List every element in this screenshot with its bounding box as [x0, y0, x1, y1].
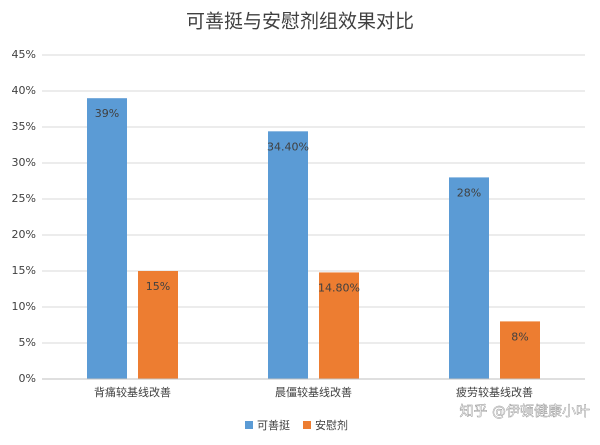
watermark: 知乎 @伊顿健康小叶: [460, 403, 590, 420]
x-tick-label: 疲劳较基线改善: [456, 385, 533, 399]
chart-title: 可善挺与安慰剂组效果对比: [186, 11, 414, 33]
legend-label: 可善挺: [257, 418, 290, 432]
bar: [319, 272, 359, 379]
y-tick-label: 10%: [12, 300, 36, 313]
legend-swatch: [245, 421, 253, 429]
x-tick-label: 背痛较基线改善: [94, 385, 171, 399]
y-tick-label: 25%: [12, 192, 36, 205]
value-label: 28%: [457, 186, 481, 199]
bar: [138, 271, 178, 379]
bar: [268, 131, 308, 379]
y-tick-label: 40%: [12, 84, 36, 97]
legend-swatch: [303, 421, 311, 429]
y-tick-label: 15%: [12, 264, 36, 277]
y-tick-label: 0%: [19, 372, 36, 385]
y-tick-label: 45%: [12, 48, 36, 61]
bar: [500, 321, 540, 379]
y-tick-label: 30%: [12, 156, 36, 169]
value-label: 14.80%: [318, 281, 360, 294]
value-label: 15%: [146, 280, 170, 293]
bar: [449, 177, 489, 379]
y-tick-label: 5%: [19, 336, 36, 349]
bar: [87, 98, 127, 379]
y-tick-label: 35%: [12, 120, 36, 133]
legend-label: 安慰剂: [315, 418, 348, 432]
y-tick-label: 20%: [12, 228, 36, 241]
x-tick-label: 晨僵较基线改善: [275, 385, 352, 399]
value-label: 8%: [511, 330, 528, 343]
value-label: 39%: [95, 107, 119, 120]
value-label: 34.40%: [267, 140, 309, 153]
